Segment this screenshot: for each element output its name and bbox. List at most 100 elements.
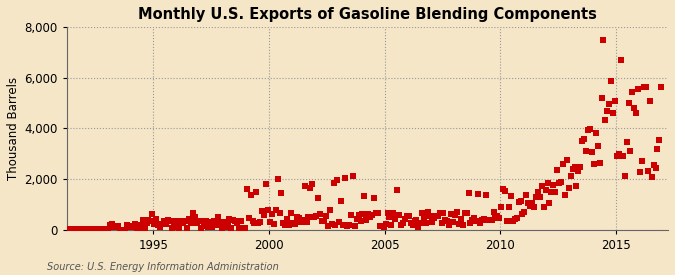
Point [407,222,418,227]
Point [537,184,547,188]
Point [220,225,231,229]
Point [452,210,462,214]
Point [68,227,79,231]
Point [228,218,239,222]
Point [253,221,264,225]
Point [232,221,242,225]
Point [604,102,615,106]
Point [444,223,455,227]
Point [623,101,634,105]
Point [242,186,252,191]
Point [458,223,468,228]
Point [137,218,148,222]
Point [564,186,574,190]
Point [371,211,381,215]
Point [350,224,360,229]
Point [122,223,133,227]
Text: Source: U.S. Energy Information Administration: Source: U.S. Energy Information Administ… [47,262,279,272]
Point [618,153,628,158]
Point [184,216,194,221]
Point [378,225,389,229]
Point [394,213,404,217]
Point [442,219,453,224]
Point [565,173,576,178]
Point [656,85,667,89]
Point [97,227,107,231]
Point [652,147,663,152]
Point [583,127,593,132]
Point [392,188,402,192]
Point [472,192,483,196]
Point [513,199,524,204]
Point [471,219,482,224]
Point [353,212,364,217]
Point [490,216,501,220]
Point [610,98,620,103]
Point [170,219,181,223]
Point [259,213,269,218]
Point [278,221,289,225]
Point [578,136,589,141]
Point [448,219,458,224]
Point [465,221,476,225]
Point [188,211,198,215]
Point [332,178,343,183]
Point [585,127,595,131]
Point [486,218,497,222]
Point [256,208,267,213]
Point [197,219,208,223]
Point [107,222,117,226]
Point [72,227,82,232]
Point [348,174,358,179]
Point [205,220,215,224]
Point [114,227,125,232]
Point [251,189,262,194]
Point [157,222,167,227]
Point [436,221,447,226]
Point [594,161,605,166]
Point [120,227,131,232]
Point [400,217,410,222]
Point [118,227,129,232]
Point [305,186,316,190]
Point [459,211,470,215]
Point [211,222,221,227]
Point [531,195,541,199]
Point [247,219,258,223]
Point [425,214,435,218]
Point [297,217,308,222]
Point [342,223,352,228]
Point [351,217,362,221]
Point [355,219,366,223]
Point [402,214,412,218]
Point [234,226,244,230]
Point [76,227,86,231]
Y-axis label: Thousand Barrels: Thousand Barrels [7,77,20,180]
Point [506,194,516,198]
Point [290,222,300,227]
Point [83,227,94,232]
Point [413,225,424,229]
Point [612,154,622,158]
Point [193,219,204,224]
Point [105,223,115,227]
Point [149,222,160,226]
Point [627,90,638,94]
Point [82,227,92,232]
Point [296,220,306,225]
Point [178,221,188,225]
Point [377,224,387,229]
Point [558,162,568,166]
Point [639,85,649,89]
Point [155,225,165,229]
Point [338,222,348,227]
Point [396,223,406,227]
Point [93,227,104,232]
Point [497,187,508,191]
Point [602,109,613,114]
Point [249,221,260,226]
Point [418,215,429,219]
Point [373,211,383,216]
Point [317,218,327,223]
Point [280,223,291,228]
